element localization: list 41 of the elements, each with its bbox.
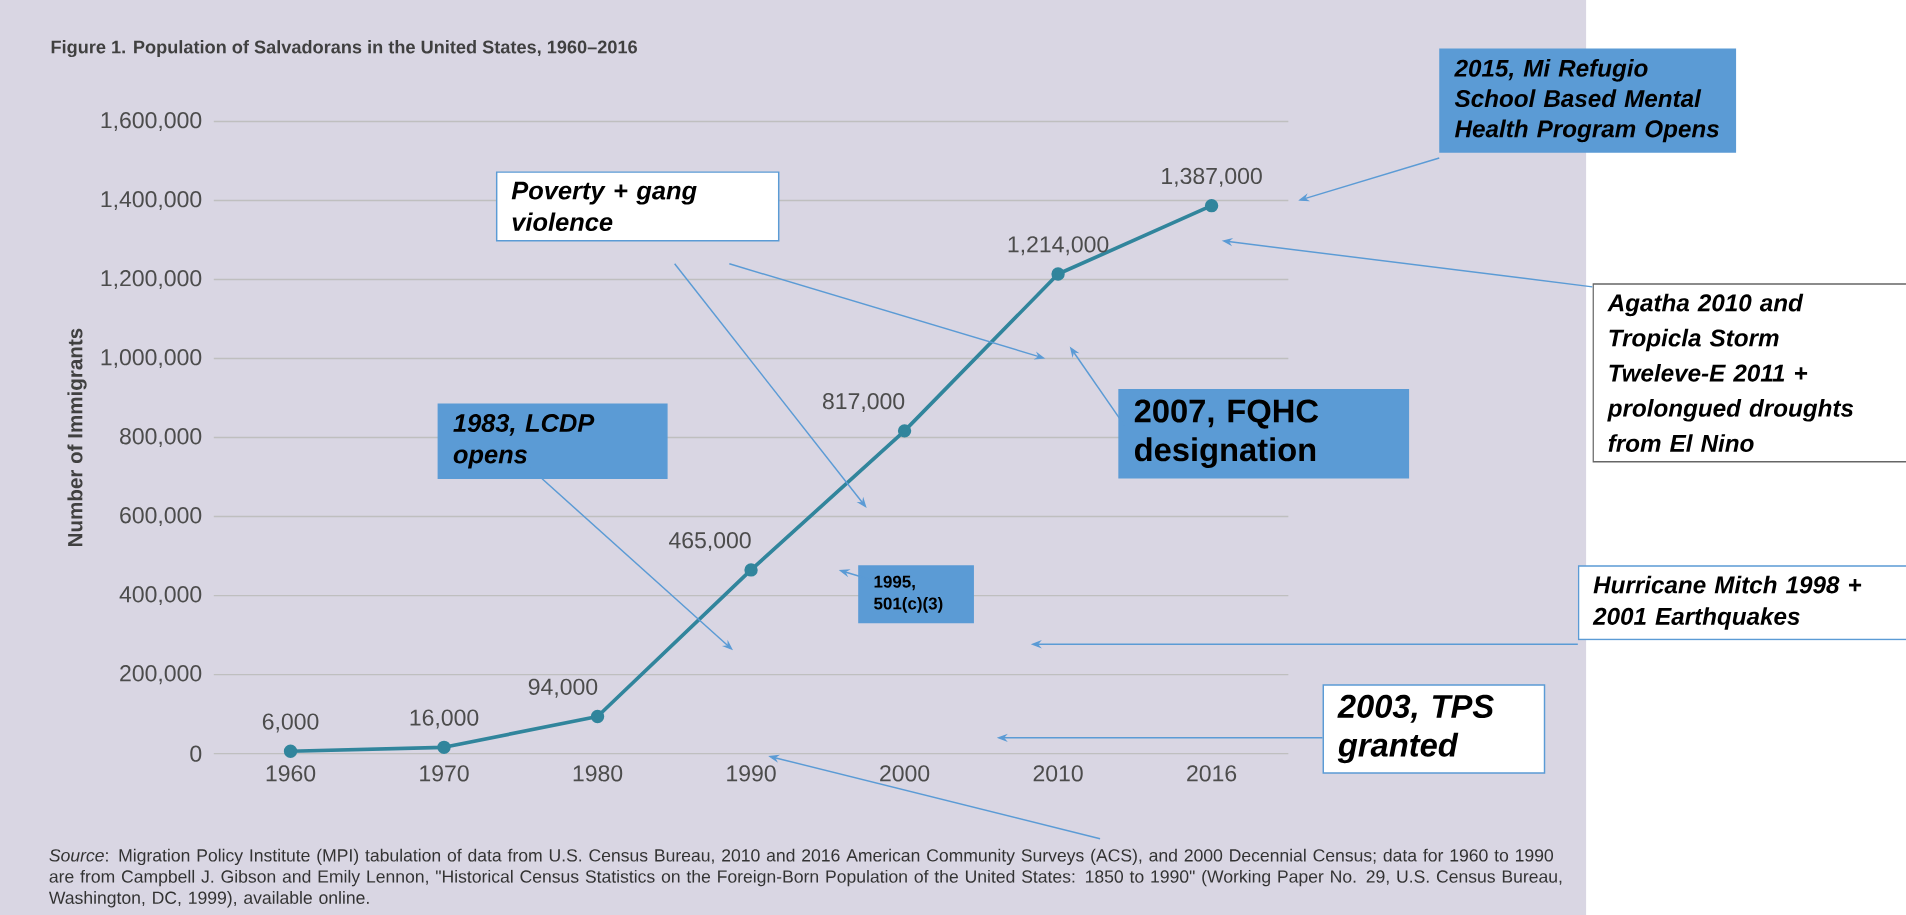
chart-title: Figure 1. Population of Salvadorans in the United States, 1960–2016 — [51, 39, 637, 57]
point — [1204, 198, 1219, 213]
annotation: 1995, 501(c)(3) — [874, 575, 943, 613]
y-tick-label: 800,000 — [120, 427, 202, 447]
data-label: 16,000 — [410, 709, 479, 729]
x-tick-label: 2016 — [1187, 765, 1237, 782]
annotation: 1983, LCDP opens — [453, 413, 595, 469]
y-tick-label: 600,000 — [120, 506, 202, 526]
y-axis-title: Number of Immigrants — [67, 328, 87, 546]
data-label: 465,000 — [669, 531, 751, 551]
annotation: 2007, FQHC designation — [1134, 399, 1319, 468]
y-tick-label: 1,200,000 — [101, 269, 202, 289]
text: Hurricane Mitch 1998 + 2001 Earthquakes — [1592, 575, 1862, 630]
point — [283, 744, 298, 758]
y-tick-label: 400,000 — [119, 585, 202, 605]
annotation: Poverty + gang violence — [511, 181, 697, 231]
x-tick-label: 2010 — [1033, 765, 1083, 782]
data-label: 1,214,000 — [1008, 236, 1109, 256]
y-tick-label: 1,000,000 — [101, 348, 202, 368]
y-tick-label: 1,400,000 — [101, 190, 202, 210]
data-label: 1,387,000 — [1162, 167, 1262, 187]
data-label: 817,000 — [822, 392, 905, 412]
text: Source: Migration Policy Institute (MPI) tabulation of data from U.S. Census Bureau, 2010 and 2016 American Community Surveys (ACS), and 2000 Decennial Census; data for 1960 to 1990 are from Campbell J. Gibson and Emily Lennon, "Historical Census Statistics on the Foreign-Born Population of the United States: 1850 to 1990" (Working Paper No. 29, U.S. Census Bureau, Washington, DC, 1999), available online. — [48, 848, 1562, 908]
point — [1051, 267, 1065, 281]
x-tick-label: 1990 — [727, 765, 776, 782]
x-tick-label: 1980 — [573, 765, 623, 782]
point — [897, 424, 912, 438]
x-tick-label: 1970 — [420, 765, 469, 782]
x-tick-label: 1960 — [266, 765, 316, 782]
text: 2003, TPS granted — [1337, 694, 1494, 764]
point — [744, 563, 758, 577]
text: 2015, Mi Refugio School Based Mental Health Program Opens — [1454, 58, 1719, 143]
y-tick-label: 1,600,000 — [101, 111, 202, 131]
data-label: 94,000 — [528, 678, 598, 698]
data-label: 6,000 — [262, 713, 319, 733]
point — [437, 740, 451, 754]
point — [590, 709, 605, 724]
y-tick-label: 0 — [190, 745, 202, 762]
y-tick-label: 200,000 — [120, 664, 202, 684]
x-tick-label: 2000 — [880, 765, 930, 782]
text: Agatha 2010 and Tropicla Storm Tweleve-E 2011 + prolongued droughts from El Nino — [1607, 293, 1854, 452]
